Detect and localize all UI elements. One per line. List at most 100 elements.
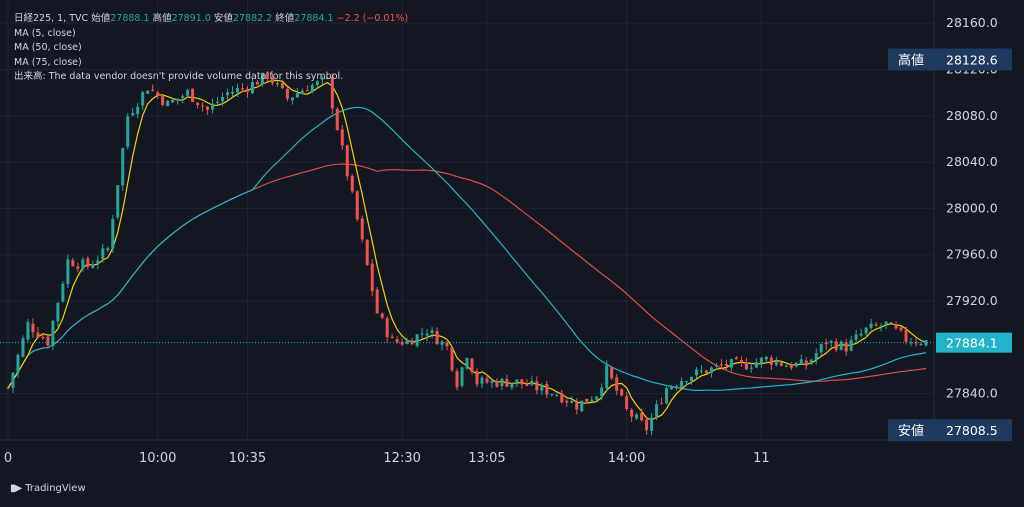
candle-body: [834, 341, 838, 350]
price-tick-label: 28000.0: [946, 200, 998, 215]
legend-close-value: 27884.1: [294, 13, 334, 24]
low-marker-value-bg: [934, 419, 1012, 442]
candle-body: [355, 191, 359, 220]
candle-body: [101, 248, 105, 260]
candle-body: [819, 343, 823, 353]
legend-open-label: 始値: [91, 13, 111, 24]
candle-body: [156, 92, 160, 96]
candle-body: [844, 342, 848, 352]
legend-volume-note: 出来高: The data vendor doesn't provide vol…: [14, 71, 344, 82]
legend-ma50[interactable]: MA (50, close): [14, 42, 82, 53]
candle-body: [86, 258, 90, 268]
candle-body: [295, 93, 299, 98]
candle-body: [919, 344, 923, 346]
legend-high-label: 高値: [152, 13, 172, 24]
candle-body: [839, 341, 843, 350]
price-tick-label: 27840.0: [946, 386, 998, 401]
candle-body: [71, 260, 75, 267]
candle-body: [146, 90, 150, 94]
candle-body: [370, 263, 374, 291]
price-tick-label: 28040.0: [946, 154, 998, 169]
candle-body: [166, 100, 170, 107]
candle-body: [380, 313, 384, 318]
candle-body: [91, 264, 95, 268]
candle-body: [191, 88, 195, 102]
legend-ma5[interactable]: MA (5, close): [14, 27, 76, 39]
candle-body: [695, 369, 698, 376]
candle-body: [909, 342, 913, 344]
candle-body: [6, 387, 10, 389]
candle-body: [575, 402, 579, 410]
candle-body: [774, 361, 778, 365]
candle-body: [729, 359, 733, 368]
candle-body: [81, 259, 85, 270]
candle-body: [560, 393, 564, 403]
candle-body: [61, 283, 65, 302]
candle-body: [260, 72, 264, 85]
candle-body: [610, 367, 614, 379]
candle-body: [525, 383, 529, 386]
candle-body: [16, 355, 20, 373]
price-tick-label: 28160.0: [946, 15, 998, 30]
candle-body: [51, 320, 55, 346]
last-price-tag: 27884.1: [946, 336, 998, 351]
candle-body: [405, 340, 409, 344]
candle-body: [884, 321, 888, 325]
candle-body: [221, 97, 225, 102]
ma50-line: [7, 106, 927, 391]
candle-body: [136, 106, 140, 115]
candle-body: [620, 389, 624, 396]
candle-body: [804, 360, 808, 366]
candle-body: [46, 336, 50, 346]
candle-body: [240, 88, 244, 90]
candle-body: [305, 90, 309, 92]
legend-ma75[interactable]: MA (75, close): [14, 56, 82, 68]
candle-body: [665, 388, 669, 404]
candle-body: [335, 108, 339, 130]
candle-body: [600, 387, 604, 397]
tradingview-footer[interactable]: ▮▶ TradingView: [10, 483, 86, 494]
price-markers: 高値 28128.6 安値 27808.5 27884.1: [888, 48, 1012, 442]
legend-ohlc-row: 日経225, 1, TVC 始値27888.1 高値27891.0 安値2788…: [14, 12, 408, 27]
candle-body: [385, 318, 389, 338]
candle-body: [231, 91, 235, 94]
candle-body: [749, 367, 753, 369]
legend-low-value: 27882.2: [232, 13, 273, 24]
candle-body: [585, 398, 589, 402]
candle-body: [460, 367, 464, 386]
candle-body: [660, 403, 664, 405]
candle-body: [500, 378, 504, 386]
candle-body: [655, 404, 659, 417]
candles: [6, 70, 928, 436]
candle-body: [799, 359, 803, 365]
candle-body: [196, 102, 200, 105]
candle-body: [555, 395, 559, 397]
candle-body: [425, 333, 429, 336]
candle-body: [680, 381, 684, 388]
candle-body: [430, 330, 434, 333]
candle-body: [11, 372, 15, 388]
candle-body: [345, 145, 349, 177]
tradingview-brand: TradingView: [25, 483, 86, 494]
candle-body: [505, 379, 509, 387]
candle-body: [640, 412, 644, 421]
candle-body: [245, 88, 249, 93]
candle-body: [914, 342, 918, 344]
candle-body: [924, 340, 928, 346]
candle-body: [226, 92, 230, 96]
candle-body: [759, 357, 763, 364]
candle-body: [894, 324, 898, 329]
time-tick-label: 14:00: [608, 451, 645, 466]
candle-body: [131, 112, 135, 116]
price-tick-label: 27920.0: [946, 293, 998, 308]
legend-high-value: 27891.0: [171, 13, 211, 24]
time-axis[interactable]: 0 10:00 10:35 12:30 13:05 14:00 11: [4, 451, 770, 466]
candle-body: [824, 342, 828, 345]
candle-body: [565, 400, 569, 403]
legend-symbol[interactable]: 日経225, 1, TVC: [14, 13, 89, 24]
candle-body: [779, 362, 783, 366]
candle-body: [854, 334, 858, 340]
candle-body: [66, 259, 70, 285]
